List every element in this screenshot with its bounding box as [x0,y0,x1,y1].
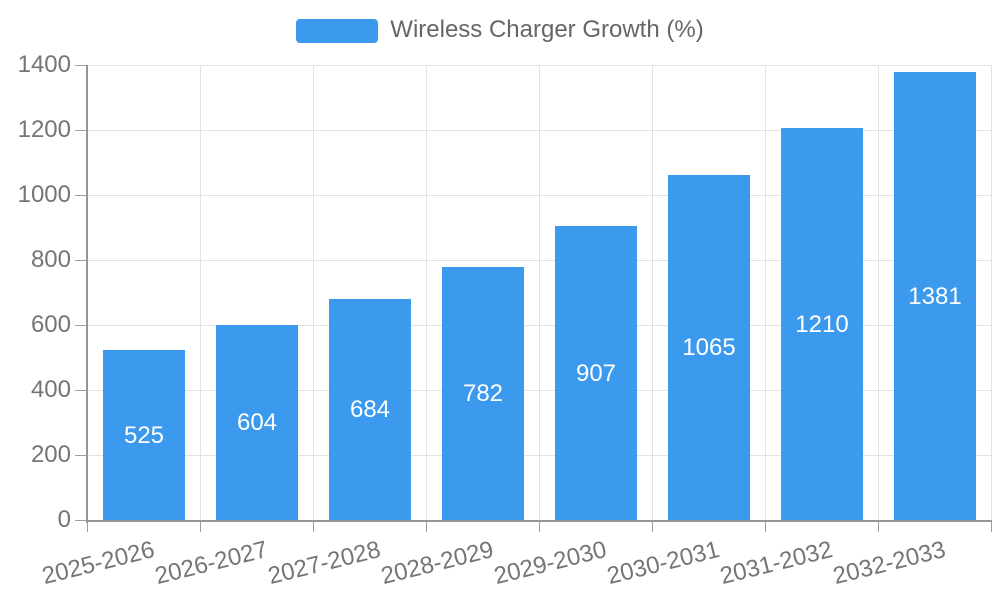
y-tick-label: 1400 [17,51,71,78]
bar-value-label: 907 [575,360,617,387]
bar-value-label: 1210 [795,311,849,338]
x-gridline [200,65,201,521]
bar[interactable] [894,72,976,521]
bar[interactable] [329,299,411,521]
x-gridline [991,65,992,521]
y-tick-label: 800 [30,246,71,273]
legend: Wireless Charger Growth (%) [0,18,1000,44]
bar[interactable] [442,267,524,521]
x-axis-tick [200,522,201,532]
x-gridline [313,65,314,521]
x-axis-tick [87,522,88,532]
x-axis-tick [878,522,879,532]
x-axis-line [86,520,992,522]
x-axis-tick [426,522,427,532]
y-tick-label: 400 [30,376,71,403]
bar-value-label: 604 [236,409,278,436]
bar-value-label: 782 [462,380,504,407]
bar-value-label: 525 [123,422,165,449]
y-tick-label: 0 [57,506,71,533]
bar[interactable] [555,226,637,521]
x-axis-tick [765,522,766,532]
x-gridline [539,65,540,521]
y-axis-tick [75,325,87,326]
x-axis-tick [991,522,992,532]
legend-label: Wireless Charger Growth (%) [390,16,704,43]
y-axis-tick [75,260,87,261]
y-axis-tick [75,130,87,131]
y-axis-tick [75,520,87,521]
x-axis-tick [652,522,653,532]
x-gridline [426,65,427,521]
y-axis-tick [75,65,87,66]
y-tick-label: 200 [30,441,71,468]
legend-swatch [296,19,379,43]
y-tick-label: 1200 [17,116,71,143]
bar[interactable] [103,350,185,521]
bar-value-label: 1065 [682,334,736,361]
x-axis-tick [539,522,540,532]
bar-value-label: 1381 [908,283,962,310]
x-gridline [765,65,766,521]
bar-value-label: 684 [349,396,391,423]
x-gridline [878,65,879,521]
x-axis-tick [313,522,314,532]
bar[interactable] [668,175,750,521]
y-axis-line [86,65,88,523]
y-axis-tick [75,390,87,391]
y-tick-label: 600 [30,311,71,338]
bar[interactable] [216,325,298,521]
x-gridline [652,65,653,521]
legend-item[interactable]: Wireless Charger Growth (%) [296,16,704,44]
y-axis-tick [75,195,87,196]
y-tick-label: 1000 [17,181,71,208]
bar[interactable] [781,128,863,521]
y-axis-tick [75,455,87,456]
